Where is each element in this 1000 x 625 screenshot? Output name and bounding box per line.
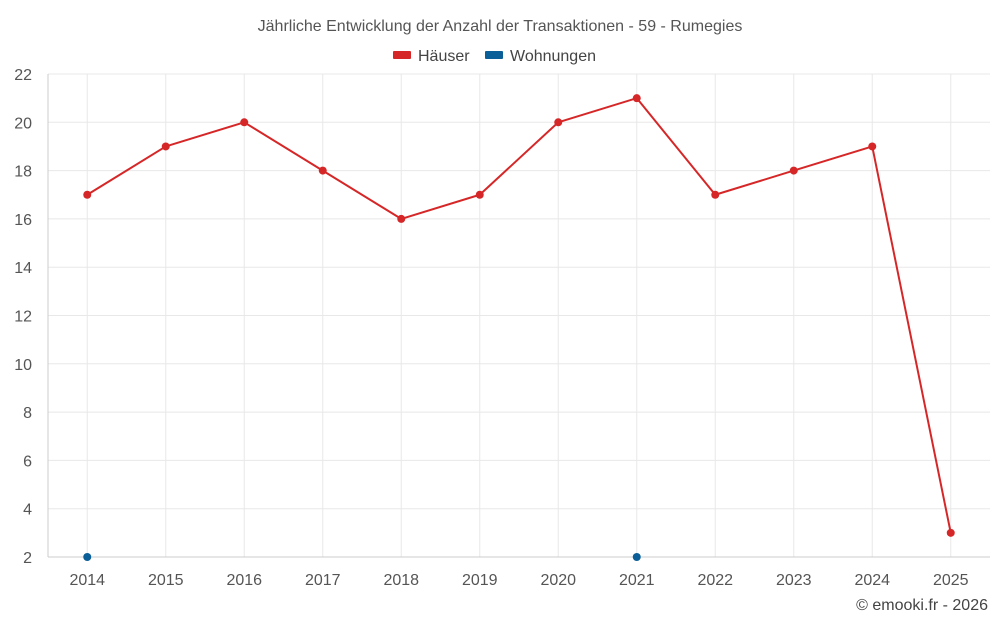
data-point-haeuser[interactable] (161, 142, 170, 151)
y-tick-label: 20 (14, 115, 32, 132)
data-point-haeuser[interactable] (632, 94, 641, 103)
y-tick-label: 6 (23, 453, 32, 470)
y-tick-label: 12 (14, 309, 32, 326)
data-point-haeuser[interactable] (946, 528, 955, 537)
y-tick-label: 18 (14, 164, 32, 181)
chart-title: Jährliche Entwicklung der Anzahl der Tra… (258, 18, 743, 35)
grid (47, 73, 990, 558)
x-tick-label: 2021 (619, 572, 655, 589)
series-line-haeuser (86, 97, 952, 534)
legend[interactable]: Häuser Wohnungen (393, 48, 596, 65)
y-tick-label: 4 (23, 502, 32, 519)
y-tick-label: 16 (14, 212, 32, 229)
x-tick-label: 2018 (383, 572, 419, 589)
x-tick-label: 2015 (148, 572, 184, 589)
y-tick-label: 22 (14, 67, 32, 84)
legend-item-haeuser[interactable]: Häuser (393, 48, 470, 65)
y-tick-label: 8 (23, 405, 32, 422)
x-tick-label: 2022 (697, 572, 733, 589)
series-haeuser (83, 94, 955, 537)
y-axis-ticks: 2 4 6 8 10 12 14 16 18 20 22 (14, 67, 32, 567)
x-tick-label: 2020 (540, 572, 576, 589)
x-tick-label: 2019 (462, 572, 498, 589)
y-tick-label: 2 (23, 550, 32, 567)
legend-label-haeuser: Häuser (418, 48, 470, 65)
data-point-haeuser[interactable] (475, 190, 484, 199)
data-point-haeuser[interactable] (318, 166, 327, 175)
legend-swatch-wohnungen (485, 51, 503, 59)
series-layer (83, 94, 955, 561)
legend-label-wohnungen: Wohnungen (510, 48, 596, 65)
data-point-haeuser[interactable] (554, 118, 563, 127)
legend-swatch-haeuser (393, 51, 411, 59)
series-wohnungen (83, 553, 641, 561)
data-point-wohnungen[interactable] (632, 553, 641, 561)
data-point-wohnungen[interactable] (83, 553, 92, 561)
data-point-haeuser[interactable] (789, 166, 798, 175)
x-tick-label: 2025 (933, 572, 969, 589)
x-tick-label: 2017 (305, 572, 341, 589)
data-point-haeuser[interactable] (83, 190, 92, 199)
y-tick-label: 14 (14, 260, 32, 277)
y-tick-label: 10 (14, 357, 32, 374)
data-point-haeuser[interactable] (868, 142, 877, 151)
data-point-haeuser[interactable] (711, 190, 720, 199)
x-tick-label: 2014 (69, 572, 105, 589)
x-tick-label: 2024 (854, 572, 890, 589)
x-axis-ticks: 2014 2015 2016 2017 2018 2019 2020 2021 2022 2023… (69, 572, 968, 589)
x-tick-label: 2023 (776, 572, 812, 589)
legend-item-wohnungen[interactable]: Wohnungen (485, 48, 596, 65)
data-point-haeuser[interactable] (397, 214, 406, 223)
data-point-haeuser[interactable] (240, 118, 249, 127)
credit-text: © emooki.fr - 2026 (856, 597, 988, 614)
x-tick-label: 2016 (226, 572, 262, 589)
